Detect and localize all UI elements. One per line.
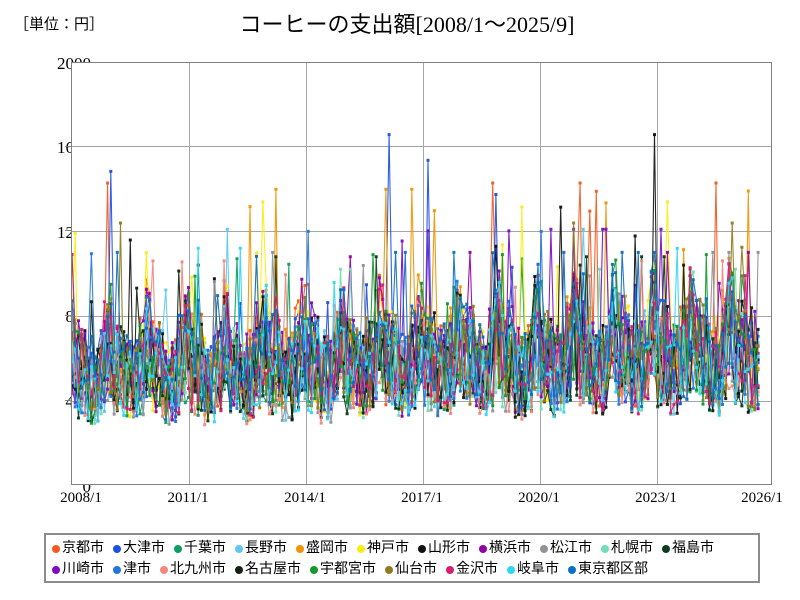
legend-item-大津市[interactable]: 大津市 [113, 542, 165, 556]
legend-item-札幌市[interactable]: 札幌市 [601, 542, 653, 556]
legend-label: 神戸市 [367, 541, 409, 556]
legend-label: 長野市 [245, 541, 287, 556]
legend-item-宇都宮市[interactable]: 宇都宮市 [310, 563, 376, 577]
x-tick-label-2026: 2026/1 [741, 490, 783, 506]
y-tick-mark [65, 315, 71, 316]
legend-marker-icon [662, 545, 670, 553]
plot-area [71, 62, 772, 485]
legend-item-金沢市[interactable]: 金沢市 [446, 563, 498, 577]
y-tick-mark [65, 230, 71, 231]
y-tick-mark [65, 146, 71, 147]
gridline-vertical [423, 63, 424, 484]
x-tick-label-2017: 2017/1 [401, 490, 443, 506]
legend-label: 名古屋市 [245, 562, 301, 577]
legend-item-福島市[interactable]: 福島市 [662, 542, 714, 556]
series-東京都区部 [72, 250, 760, 413]
legend-label: 川崎市 [62, 562, 104, 577]
y-tick-mark [65, 400, 71, 401]
legend-marker-icon [385, 566, 393, 574]
legend-marker-icon [52, 545, 60, 553]
gridline-horizontal [72, 231, 771, 232]
legend-marker-icon [418, 545, 426, 553]
legend-marker-icon [568, 566, 576, 574]
chart-title: コーヒーの支出額[2008/1～2025/9] [239, 12, 575, 37]
legend-marker-icon [113, 566, 121, 574]
legend-label: 札幌市 [611, 541, 653, 556]
legend-label: 横浜市 [489, 541, 531, 556]
legend-item-仙台市[interactable]: 仙台市 [385, 563, 437, 577]
legend-marker-icon [174, 545, 182, 553]
series-canvas [72, 133, 760, 427]
legend-label: 金沢市 [456, 562, 498, 577]
legend-label: 東京都区部 [578, 562, 648, 577]
legend-marker-icon [235, 566, 243, 574]
legend-label: 宇都宮市 [320, 562, 376, 577]
legend-item-川崎市[interactable]: 川崎市 [52, 563, 104, 577]
x-tick-label-2011: 2011/1 [167, 490, 209, 506]
x-tick-label-2020: 2020/1 [518, 490, 560, 506]
legend-label: 京都市 [62, 541, 104, 556]
legend-item-神戸市[interactable]: 神戸市 [357, 542, 409, 556]
legend-row: 川崎市 津市 北九州市 名古屋市 宇都宮市 仙台市 金沢市 岐阜市 東京都区部 [52, 560, 754, 580]
legend-marker-icon [446, 566, 454, 574]
legend-marker-icon [113, 545, 121, 553]
legend-item-千葉市[interactable]: 千葉市 [174, 542, 226, 556]
legend-label: 北九州市 [170, 562, 226, 577]
legend-marker-icon [540, 545, 548, 553]
x-tick-label-2023: 2023/1 [635, 490, 677, 506]
legend-label: 津市 [123, 562, 151, 577]
legend-label: 仙台市 [395, 562, 437, 577]
y-tick-label-0: 0 [82, 477, 92, 496]
legend-item-岐阜市[interactable]: 岐阜市 [507, 563, 559, 577]
x-tick-label-2008: 2008/1 [60, 490, 102, 506]
legend-item-北九州市[interactable]: 北九州市 [160, 563, 226, 577]
legend-marker-icon [310, 566, 318, 574]
legend-label: 松江市 [550, 541, 592, 556]
gridline-vertical [189, 63, 190, 484]
legend-item-横浜市[interactable]: 横浜市 [479, 542, 531, 556]
legend-item-山形市[interactable]: 山形市 [418, 542, 470, 556]
legend-item-長野市[interactable]: 長野市 [235, 542, 287, 556]
legend-label: 岐阜市 [517, 562, 559, 577]
legend-marker-icon [507, 566, 515, 574]
legend-marker-icon [357, 545, 365, 553]
legend-item-津市[interactable]: 津市 [113, 563, 151, 577]
unit-label: ［単位：円］ [14, 17, 105, 33]
legend-marker-icon [235, 545, 243, 553]
legend-item-盛岡市[interactable]: 盛岡市 [296, 542, 348, 556]
legend-item-東京都区部[interactable]: 東京都区部 [568, 563, 648, 577]
legend-label: 山形市 [428, 541, 470, 556]
legend-item-名古屋市[interactable]: 名古屋市 [235, 563, 301, 577]
legend-marker-icon [160, 566, 168, 574]
legend-marker-icon [479, 545, 487, 553]
legend-item-松江市[interactable]: 松江市 [540, 542, 592, 556]
legend-label: 福島市 [672, 541, 714, 556]
legend-row: 京都市 大津市 千葉市 長野市 盛岡市 神戸市 山形市 横浜市 松江市 札幌市 福島市 [52, 539, 754, 559]
gridline-vertical [657, 63, 658, 484]
series-金沢市 [72, 252, 760, 423]
legend-marker-icon [296, 545, 304, 553]
legend-label: 大津市 [123, 541, 165, 556]
x-tick-label-2014: 2014/1 [284, 490, 326, 506]
legend-marker-icon [601, 545, 609, 553]
gridline-horizontal [72, 401, 771, 402]
legend: 京都市 大津市 千葉市 長野市 盛岡市 神戸市 山形市 横浜市 松江市 札幌市 福島市 川崎市 津市 北… [44, 533, 760, 583]
legend-item-京都市[interactable]: 京都市 [52, 542, 104, 556]
legend-label: 盛岡市 [306, 541, 348, 556]
legend-marker-icon [52, 566, 60, 574]
gridline-horizontal [72, 146, 771, 147]
legend-label: 千葉市 [184, 541, 226, 556]
